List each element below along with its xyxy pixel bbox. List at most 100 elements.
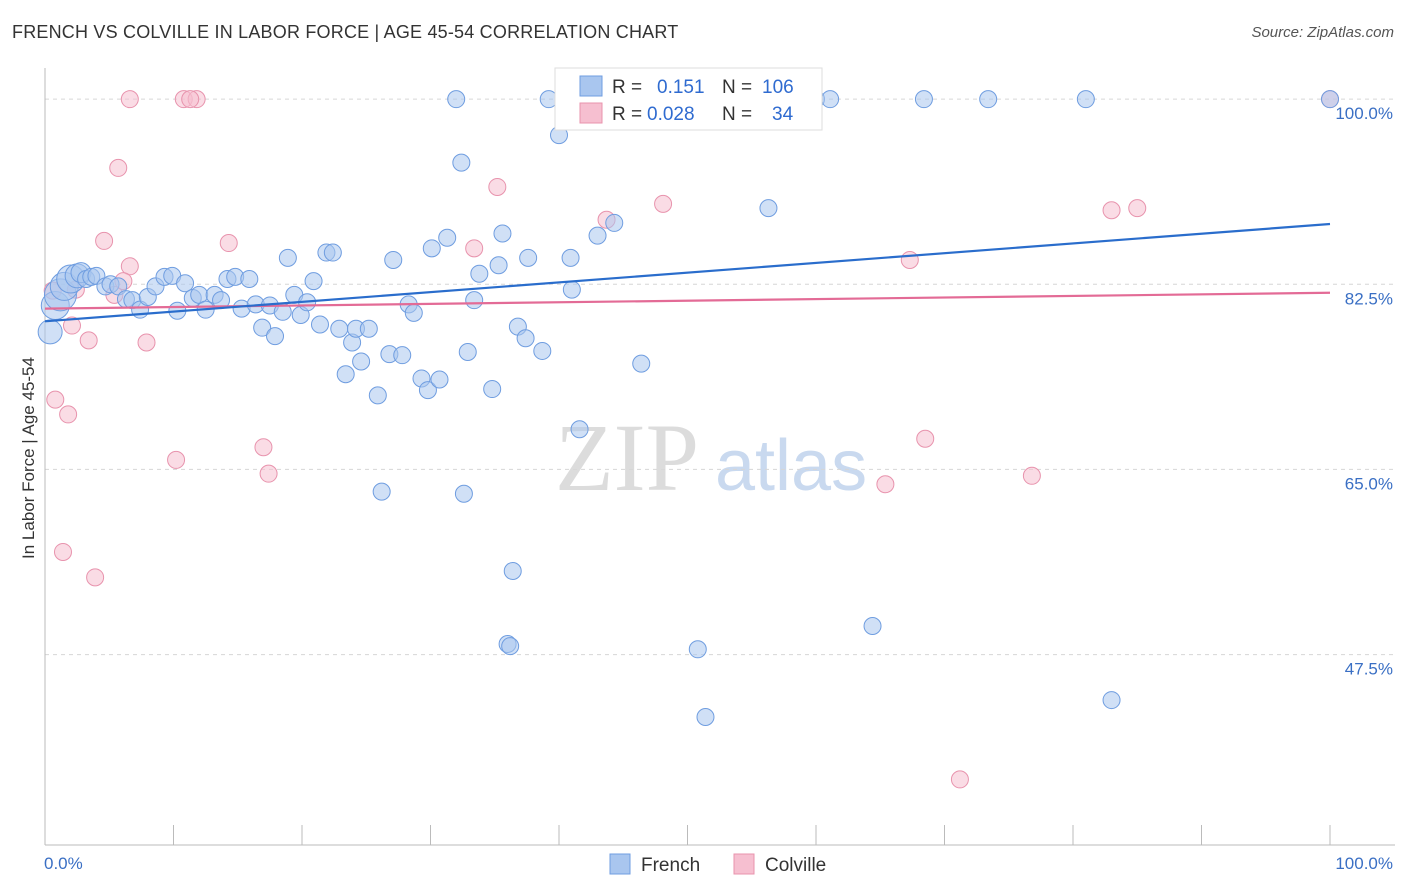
french-point [278,248,297,267]
y-tick-label: 47.5% [1345,660,1393,679]
colville-point [916,429,935,448]
colville-point [488,177,507,196]
french-point [489,256,508,275]
colville-point [654,194,673,213]
colville-n-label: N = [722,104,752,125]
french-point [330,319,349,338]
french-point [368,386,387,405]
french-n-value: 106 [762,77,794,98]
colville-point [181,90,200,109]
axes [44,68,1395,846]
colville-point [167,450,186,469]
colville-point [137,333,156,352]
colville-point [95,231,114,250]
french-point [1076,90,1095,109]
colville-point [465,239,484,258]
french-point [253,318,272,337]
watermark-atlas: atlas [715,426,867,506]
stats-legend: R = 0.151 N = 106 R = 0.028 N = 34 [554,67,823,131]
colville-point [120,257,139,276]
french-point [503,561,522,580]
colville-point [1128,199,1147,218]
french-point [336,365,355,384]
french-point [404,303,423,322]
french-point [458,343,477,362]
y-tick-label: 100.0% [1335,104,1393,123]
colville-series-label: Colville [765,855,826,876]
colville-point [53,542,72,561]
colville-point [900,250,919,269]
french-legend-swatch [579,75,603,97]
grid-lines [45,98,1395,656]
colville-point [1102,201,1121,220]
y-tick-label: 82.5% [1345,289,1393,308]
colville-point [79,331,98,350]
french-point [384,250,403,269]
x-tick-label: 0.0% [44,854,83,873]
french-point [493,224,512,243]
colville-point [109,158,128,177]
french-point [323,243,342,262]
french-point [696,707,715,726]
french-point [516,329,535,348]
french-point [452,153,471,172]
french-point [465,291,484,310]
french-points [37,90,1339,726]
french-point [483,380,502,399]
french-point [304,272,323,291]
french-series-swatch [609,853,631,875]
french-point [1321,90,1339,109]
colville-r-label: R = [612,104,642,125]
french-point [562,280,581,299]
french-point [176,274,195,293]
colville-legend-swatch [579,102,603,124]
french-point [447,90,466,109]
french-r-value: 0.151 [657,77,705,98]
colville-point [59,405,78,424]
french-point [605,213,624,232]
colville-series-swatch [733,853,755,875]
french-point [561,248,580,267]
french-point [863,617,882,636]
french-point [352,352,371,371]
x-tick-labels: 0.0% 100.0% [44,854,1393,873]
y-tick-label: 65.0% [1345,474,1393,493]
french-point [570,420,589,439]
french-point [372,482,391,501]
colville-n-value: 34 [772,104,794,125]
french-point [266,327,285,346]
french-point [588,226,607,245]
y-tick-labels: 100.0% 82.5% 65.0% 47.5% [1335,104,1393,678]
french-point [914,90,933,109]
french-point [533,341,552,360]
watermark-zip: ZIP [555,404,699,511]
colville-point [950,770,969,789]
colville-point [62,316,81,335]
french-point [519,248,538,267]
french-n-label: N = [722,77,752,98]
colville-point [219,234,238,253]
french-point [438,228,457,247]
french-point [1102,691,1121,710]
series-legend: French Colville [609,853,826,876]
french-point [310,315,329,334]
y-axis-title: In Labor Force | Age 45-54 [19,357,38,559]
colville-point [46,390,65,409]
french-point [418,381,437,400]
source-label: Source: ZipAtlas.com [1251,24,1394,41]
colville-point [1022,466,1041,485]
french-point [470,264,489,283]
french-point [240,270,259,289]
french-point [454,484,473,503]
french-point [501,637,520,656]
colville-point [86,568,105,587]
french-point [430,370,449,389]
colville-r-value: 0.028 [647,104,695,125]
french-point [688,640,707,659]
french-point [37,319,63,345]
french-series-label: French [641,855,700,876]
french-point [759,199,778,218]
colville-point [120,90,139,109]
x-tick-label: 100.0% [1335,854,1393,873]
